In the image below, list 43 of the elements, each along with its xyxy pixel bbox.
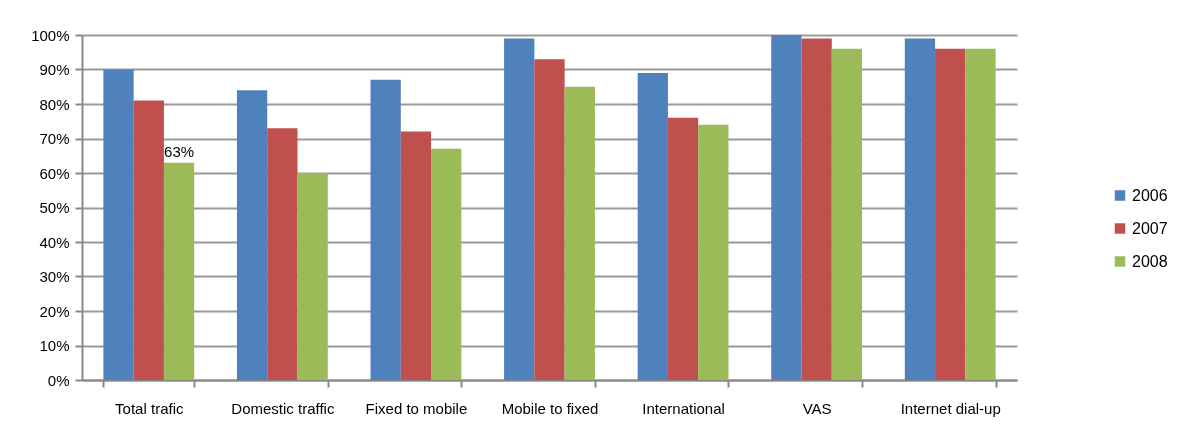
y-tick-label: 10% (39, 337, 70, 354)
bar (103, 69, 134, 380)
bar (904, 38, 936, 380)
y-tick-label: 90% (39, 61, 70, 78)
y-tick-label: 40% (39, 233, 70, 251)
bar (534, 59, 565, 380)
y-tick-label: 30% (39, 268, 70, 285)
bar (297, 173, 328, 380)
bar (267, 128, 298, 380)
bar (163, 162, 195, 380)
x-tick-label: Domestic traffic (231, 399, 335, 417)
bar (801, 38, 832, 380)
x-tick-label: Mobile to fixed (501, 399, 599, 417)
bar (698, 124, 729, 380)
bar (771, 35, 802, 380)
bar (831, 48, 863, 380)
bar (133, 100, 164, 380)
y-tick-label: 50% (39, 199, 70, 216)
y-tick-label: 0% (47, 371, 70, 389)
bar (637, 72, 668, 380)
x-tick-label: Total trafic (115, 399, 184, 417)
bar (370, 79, 401, 380)
x-tick-label: Internet dial-up (900, 399, 1001, 417)
bar (667, 117, 699, 380)
bar (564, 86, 595, 380)
bar (935, 48, 966, 380)
y-tick-label: 80% (39, 95, 70, 113)
x-tick-label: Fixed to mobile (365, 399, 468, 417)
bar (431, 148, 462, 380)
y-tick-label: 60% (39, 164, 70, 182)
bar (965, 48, 996, 380)
bar (400, 131, 432, 380)
legend-label: 2008 (1132, 252, 1168, 270)
data-label: 63% (164, 142, 195, 160)
legend-label: 2007 (1132, 219, 1168, 237)
legend-label: 2006 (1132, 186, 1168, 204)
x-tick-label: VAS (802, 399, 832, 417)
y-tick-label: 20% (39, 302, 70, 320)
x-tick-label: International (642, 399, 725, 417)
bar (504, 38, 535, 380)
bar (236, 90, 268, 380)
y-tick-label: 100% (31, 26, 70, 44)
y-tick-label: 70% (39, 130, 70, 147)
